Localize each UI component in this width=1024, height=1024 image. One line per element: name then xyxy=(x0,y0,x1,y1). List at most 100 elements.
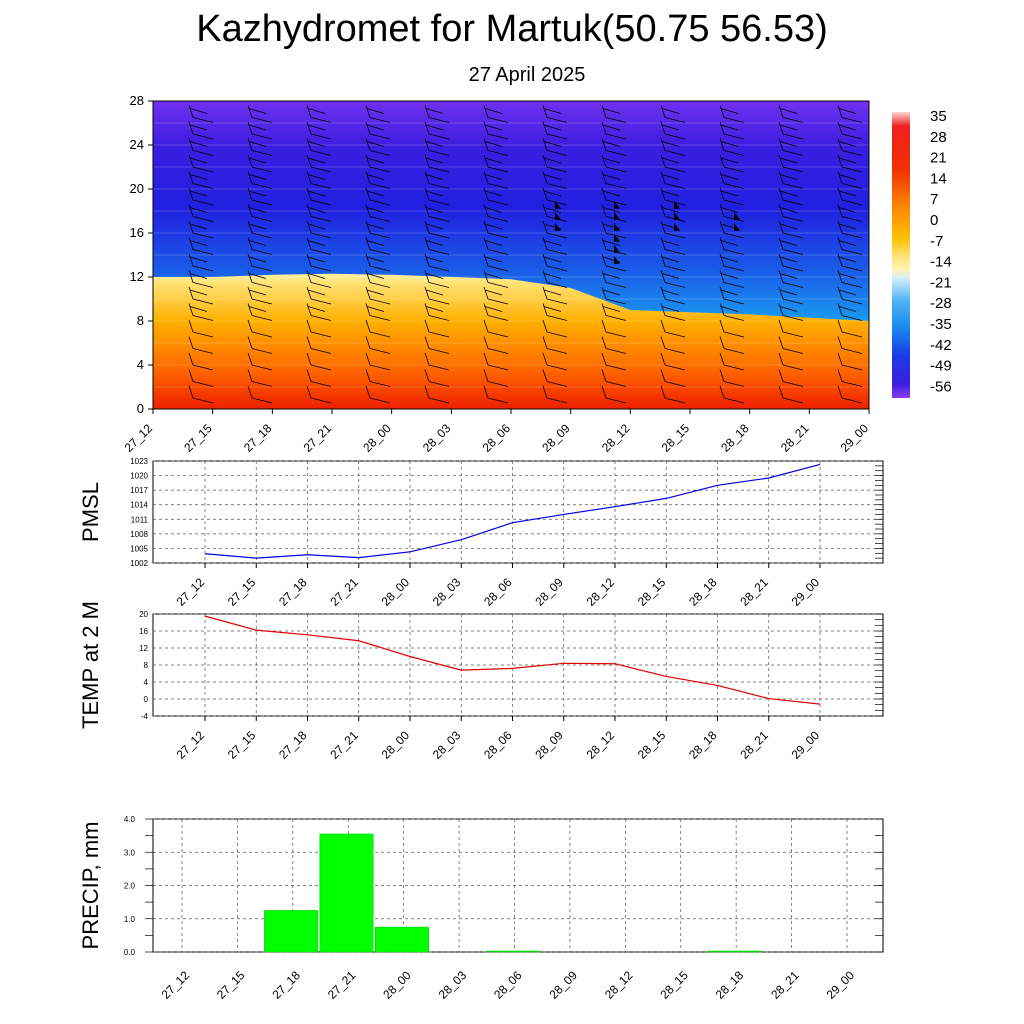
wind-barb xyxy=(188,220,214,239)
wind-barb xyxy=(188,270,214,288)
temp-x-tick-label: 28_18 xyxy=(686,728,720,762)
temp-y-tick-label: 20 xyxy=(139,610,148,619)
precip-x-tick-label: 28_09 xyxy=(547,968,581,1002)
colorbar-label: 0 xyxy=(930,212,938,229)
wind-barb xyxy=(719,303,745,321)
temp-x-tick-label: 28_15 xyxy=(635,728,669,762)
wind-barb xyxy=(365,286,391,305)
wind-barb xyxy=(837,270,863,288)
pmsl-frame xyxy=(152,460,884,564)
colorbar-label: -49 xyxy=(930,358,952,375)
wind-barb xyxy=(660,171,686,189)
wind-barb xyxy=(483,237,509,255)
profile-y-tick-label: 8 xyxy=(137,313,144,328)
wind-barb xyxy=(778,253,804,272)
wind-barb xyxy=(542,171,568,189)
wind-barb xyxy=(778,286,804,305)
pmsl-x-tick-label: 27_15 xyxy=(225,575,259,609)
wind-barb xyxy=(719,352,745,371)
profile-x-tick-label: 29_00 xyxy=(838,421,872,455)
pmsl-x-tick-label: 28_09 xyxy=(532,575,566,609)
wind-barb xyxy=(306,286,332,305)
wind-barb xyxy=(837,121,863,140)
temp-x-tick-label: 28_21 xyxy=(737,728,771,762)
wind-barb xyxy=(542,138,568,156)
wind-barb xyxy=(483,352,509,371)
wind-barb xyxy=(719,105,745,123)
wind-barb xyxy=(542,270,568,288)
temp-x-tick-label: 27_15 xyxy=(225,728,259,762)
wind-barb xyxy=(188,171,214,189)
wind-barb xyxy=(837,138,863,156)
temp-y-tick-label: 12 xyxy=(139,644,148,653)
pmsl-x-tick-label: 28_06 xyxy=(481,575,515,609)
wind-barb xyxy=(542,253,568,272)
profile-y-tick-label: 12 xyxy=(130,269,144,284)
wind-barb xyxy=(306,105,332,123)
wind-barb xyxy=(424,385,450,404)
pmsl-x-tick-label: 28_00 xyxy=(379,575,413,609)
pmsl-y-tick-label: 1014 xyxy=(130,501,148,510)
wind-barb xyxy=(660,237,686,255)
precip-x-tick-label: 28_00 xyxy=(380,968,414,1002)
wind-barb xyxy=(542,105,568,123)
wind-barb xyxy=(424,303,450,321)
wind-barb xyxy=(719,171,745,189)
wind-barb xyxy=(719,286,745,305)
colorbar-label: 35 xyxy=(930,108,947,125)
wind-barb xyxy=(542,286,568,305)
wind-barb xyxy=(601,171,627,189)
wind-barb xyxy=(719,187,745,206)
wind-barb xyxy=(247,237,273,255)
wind-barb xyxy=(247,369,273,387)
pmsl-x-tick-label: 28_18 xyxy=(686,575,720,609)
colorbar-label: -56 xyxy=(930,378,952,395)
wind-barb xyxy=(601,105,627,123)
wind-barb xyxy=(424,105,450,123)
wind-barb xyxy=(837,286,863,305)
wind-barb xyxy=(483,369,509,387)
wind-pennant xyxy=(674,222,680,231)
precip-x-tick-label: 29_00 xyxy=(824,968,858,1002)
wind-barb xyxy=(542,385,568,404)
wind-barb xyxy=(601,138,627,156)
wind-barb xyxy=(719,270,745,288)
wind-barb xyxy=(483,121,509,140)
temp-y-tick-label: 8 xyxy=(144,661,149,670)
wind-barb xyxy=(247,105,273,123)
pmsl-y-tick-label: 1017 xyxy=(130,486,148,495)
wind-barb xyxy=(483,286,509,305)
precip-bar xyxy=(707,950,762,953)
wind-barb xyxy=(601,121,627,140)
wind-barb xyxy=(247,270,273,288)
wind-pennant xyxy=(555,222,561,231)
temp-y-tick-label: 0 xyxy=(144,695,149,704)
wind-barb xyxy=(660,286,686,305)
pmsl-x-tick-label: 29_00 xyxy=(789,575,823,609)
wind-barb xyxy=(660,303,686,321)
precip-bar xyxy=(375,926,429,953)
pmsl-x-tick-label: 28_15 xyxy=(635,575,669,609)
precip-bar xyxy=(264,910,319,953)
pmsl-series-line xyxy=(204,463,821,559)
wind-barb xyxy=(719,336,745,354)
wind-barb xyxy=(778,154,804,173)
wind-barb xyxy=(601,336,627,354)
profile-x-tick-label: 27_15 xyxy=(181,421,215,455)
precip-bar xyxy=(485,950,540,953)
wind-barb xyxy=(424,154,450,173)
wind-barb xyxy=(365,105,391,123)
wind-barb xyxy=(188,237,214,255)
wind-barb xyxy=(660,369,686,387)
wind-barb xyxy=(483,336,509,354)
wind-barb xyxy=(188,385,214,404)
wind-barb xyxy=(542,336,568,354)
wind-barb xyxy=(365,220,391,239)
temp-x-tick-label: 27_18 xyxy=(276,728,310,762)
wind-barb xyxy=(542,319,568,338)
precip-bar xyxy=(319,833,374,953)
wind-barb xyxy=(247,138,273,156)
wind-barb xyxy=(660,319,686,338)
pmsl-y-tick-label: 1020 xyxy=(130,472,148,481)
